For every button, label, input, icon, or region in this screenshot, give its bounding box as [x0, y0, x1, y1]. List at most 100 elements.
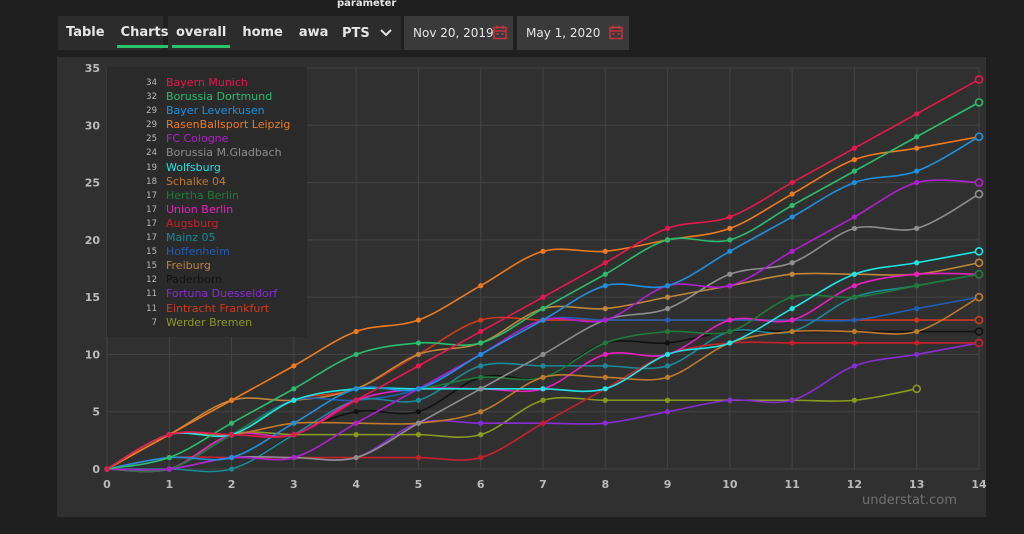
data-point[interactable] — [851, 225, 858, 231]
data-point[interactable] — [478, 454, 484, 461]
data-point[interactable] — [974, 189, 984, 199]
data-point[interactable] — [851, 328, 858, 335]
data-point[interactable] — [727, 283, 733, 289]
data-point[interactable] — [851, 168, 858, 174]
data-point[interactable] — [914, 225, 920, 231]
data-point[interactable] — [415, 317, 422, 323]
data-point[interactable] — [602, 351, 608, 358]
data-point[interactable] — [664, 294, 671, 300]
data-point[interactable] — [104, 466, 110, 472]
data-point[interactable] — [478, 409, 484, 415]
data-point[interactable] — [415, 420, 422, 426]
data-point[interactable] — [415, 432, 422, 438]
data-point[interactable] — [602, 306, 608, 312]
data-point[interactable] — [353, 328, 359, 335]
calendar-icon[interactable] — [493, 25, 507, 40]
data-point[interactable] — [851, 397, 858, 403]
data-point[interactable] — [914, 111, 920, 117]
data-point[interactable] — [789, 248, 795, 254]
data-point[interactable] — [602, 420, 608, 426]
data-point[interactable] — [664, 237, 671, 243]
data-point[interactable] — [851, 283, 858, 289]
data-point[interactable] — [664, 351, 671, 358]
legend-item[interactable]: 24 Borussia M.Gladbach — [107, 146, 307, 160]
data-point[interactable] — [478, 386, 484, 392]
date-from-input[interactable]: Nov 20, 2019 — [404, 16, 513, 50]
data-point[interactable] — [727, 237, 733, 243]
legend-item[interactable]: 17 Hertha Berlin — [107, 189, 307, 203]
data-point[interactable] — [914, 168, 920, 174]
data-point[interactable] — [353, 397, 359, 403]
data-point[interactable] — [478, 283, 484, 289]
legend-item[interactable]: 19 Wolfsburg — [107, 161, 307, 175]
legend-item[interactable]: 25 FC Cologne — [107, 132, 307, 146]
series-bayern-munich[interactable] — [104, 75, 984, 472]
data-point[interactable] — [478, 420, 484, 426]
data-point[interactable] — [851, 340, 858, 346]
data-point[interactable] — [914, 179, 920, 186]
data-point[interactable] — [353, 386, 359, 392]
data-point[interactable] — [478, 351, 484, 358]
data-point[interactable] — [727, 214, 733, 220]
legend-item[interactable]: 15 Freiburg — [107, 259, 307, 273]
data-point[interactable] — [540, 420, 546, 426]
data-point[interactable] — [914, 260, 920, 266]
data-point[interactable] — [664, 306, 671, 312]
data-point[interactable] — [602, 386, 608, 392]
legend-item[interactable]: 12 Paderborn — [107, 273, 307, 287]
data-point[interactable] — [353, 454, 359, 461]
data-point[interactable] — [914, 134, 920, 140]
data-point[interactable] — [540, 386, 546, 392]
data-point[interactable] — [912, 384, 922, 394]
data-point[interactable] — [914, 271, 920, 277]
data-point[interactable] — [914, 317, 920, 323]
data-point[interactable] — [727, 340, 733, 346]
data-point[interactable] — [540, 306, 546, 312]
data-point[interactable] — [664, 397, 671, 403]
data-point[interactable] — [478, 363, 484, 369]
data-point[interactable] — [974, 132, 984, 142]
data-point[interactable] — [664, 317, 671, 323]
data-point[interactable] — [540, 294, 546, 300]
data-point[interactable] — [851, 214, 858, 220]
data-point[interactable] — [851, 157, 858, 163]
data-point[interactable] — [602, 363, 608, 369]
data-point[interactable] — [166, 454, 172, 461]
data-point[interactable] — [851, 145, 858, 151]
legend-item[interactable]: 11 Eintracht Frankfurt — [107, 302, 307, 316]
data-point[interactable] — [851, 179, 858, 186]
data-point[interactable] — [415, 351, 422, 358]
data-point[interactable] — [291, 432, 297, 438]
data-point[interactable] — [540, 351, 546, 358]
data-point[interactable] — [353, 409, 359, 415]
legend-item[interactable]: 32 Borussia Dortmund — [107, 90, 307, 104]
data-point[interactable] — [415, 386, 422, 392]
data-point[interactable] — [974, 178, 984, 187]
data-point[interactable] — [415, 454, 422, 461]
data-point[interactable] — [166, 466, 172, 472]
legend-item[interactable]: 29 Bayer Leverkusen — [107, 104, 307, 118]
legend-item[interactable]: 17 Union Berlin — [107, 203, 307, 217]
tab-overall[interactable]: overall — [168, 16, 234, 50]
calendar-icon[interactable] — [609, 25, 623, 40]
data-point[interactable] — [353, 432, 359, 438]
data-point[interactable] — [974, 258, 984, 268]
data-point[interactable] — [974, 75, 984, 84]
data-point[interactable] — [914, 351, 920, 358]
data-point[interactable] — [291, 397, 297, 403]
data-point[interactable] — [228, 432, 235, 438]
data-point[interactable] — [974, 292, 984, 302]
data-point[interactable] — [914, 306, 920, 312]
data-point[interactable] — [291, 454, 297, 461]
data-point[interactable] — [166, 432, 172, 438]
data-point[interactable] — [664, 363, 671, 369]
data-point[interactable] — [291, 420, 297, 426]
data-point[interactable] — [664, 409, 671, 415]
data-point[interactable] — [789, 317, 795, 323]
data-point[interactable] — [664, 328, 671, 335]
data-point[interactable] — [789, 397, 795, 403]
data-point[interactable] — [789, 306, 795, 312]
data-point[interactable] — [727, 271, 733, 277]
legend-item[interactable]: 11 Fortuna Duesseldorf — [107, 287, 307, 301]
data-point[interactable] — [478, 374, 484, 380]
